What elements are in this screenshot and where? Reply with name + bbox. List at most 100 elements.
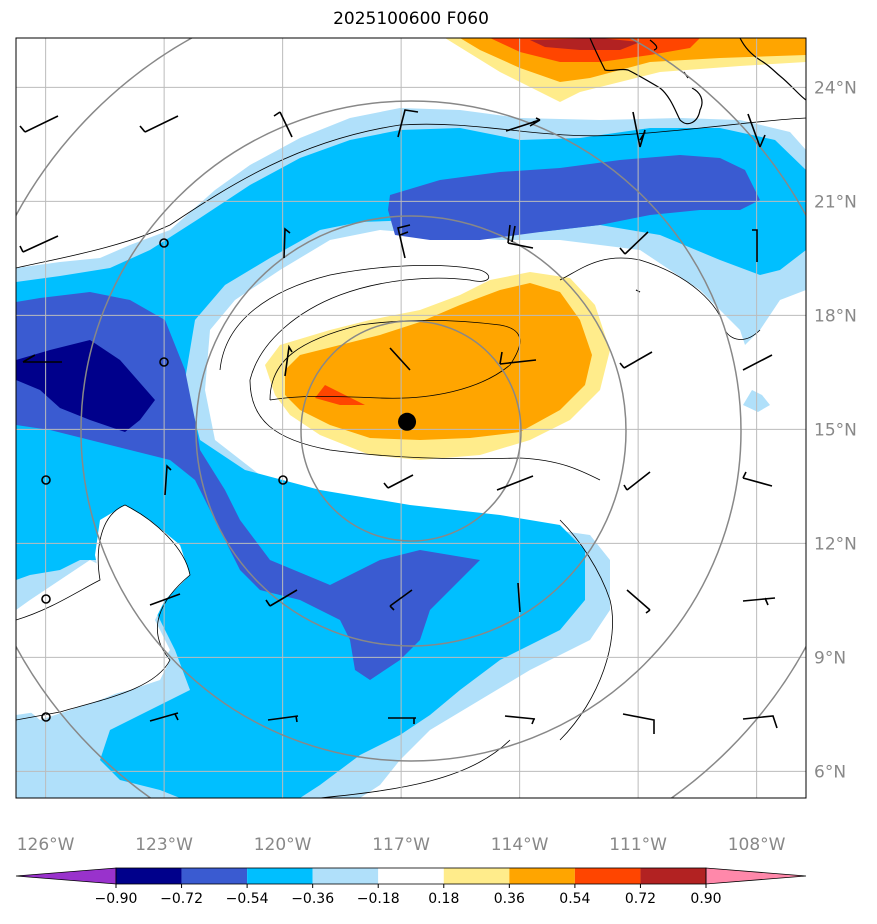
colorbar-frame <box>115 867 707 885</box>
wind-barb <box>283 227 291 259</box>
range-circle-inner <box>300 320 522 542</box>
colorbar-tick-label: −0.18 <box>357 891 400 907</box>
wind-barb <box>284 344 293 377</box>
lon-label: 123°W <box>135 835 193 855</box>
calm-marker <box>159 238 169 248</box>
colorbar-tick-label: −0.72 <box>160 891 203 907</box>
fill-orange <box>285 283 592 440</box>
calm-marker <box>278 475 288 485</box>
wind-barb <box>632 111 646 148</box>
lat-label: 21°N <box>814 192 857 212</box>
lat-label: 9°N <box>814 648 846 668</box>
colorbar-segment <box>181 868 248 884</box>
colorbar-segment <box>116 868 182 884</box>
lon-label: 111°W <box>609 835 667 855</box>
wind-barb <box>742 715 778 729</box>
colorbar-segment <box>640 868 706 884</box>
wind-barb <box>389 347 411 371</box>
wind-barb <box>22 354 62 363</box>
fill-dark-blue <box>16 340 155 432</box>
range-circles <box>16 38 806 798</box>
colorbar-tick-label: −0.90 <box>95 891 138 907</box>
storm-center-marker <box>398 412 417 431</box>
wind-barb <box>139 115 179 133</box>
lat-label: 24°N <box>814 78 857 98</box>
colorbar-segment <box>443 868 510 884</box>
range-circle-2 <box>195 215 627 647</box>
wind-barb <box>388 717 416 724</box>
contour-lines <box>16 117 806 798</box>
fill-royal-blue-north <box>388 155 760 240</box>
wind-barb <box>619 231 649 255</box>
colorbar-segment <box>509 868 575 884</box>
wind-barb <box>273 111 293 138</box>
fill-white-west <box>16 505 190 715</box>
wind-barb <box>507 224 534 249</box>
wind-barb <box>619 351 653 369</box>
wind-barb <box>496 475 534 491</box>
lon-label: 126°W <box>17 835 75 855</box>
lon-label: 117°W <box>372 835 430 855</box>
colorbar-tick-label: 0.54 <box>559 891 590 907</box>
lon-label: 108°W <box>728 835 786 855</box>
colorbar-tick-label: −0.36 <box>291 891 334 907</box>
fill-deep-sky <box>16 128 806 798</box>
longitude-labels: 126°W 123°W 120°W 117°W 114°W 111°W 108°W <box>17 835 786 855</box>
wind-barb <box>265 589 298 607</box>
wind-barb <box>747 113 766 148</box>
wind-barb <box>504 715 536 725</box>
fill-orange-red <box>315 385 365 405</box>
colorbar-tick-label: 0.36 <box>494 891 525 907</box>
calm-marker <box>41 594 51 604</box>
calm-marker <box>41 475 51 485</box>
wind-barb <box>397 224 411 259</box>
wind-barb <box>742 354 773 371</box>
colorbar-tick-label: 0.90 <box>690 891 721 907</box>
wind-barb <box>626 589 651 614</box>
wind-barb <box>267 715 299 723</box>
wind-barbs <box>19 109 778 734</box>
lat-label: 6°N <box>814 762 846 782</box>
map-title: 2025100600 F060 <box>333 9 489 29</box>
colorbar-segment <box>378 868 444 884</box>
colorbar-tick-label: 0.72 <box>625 891 656 907</box>
wind-barb <box>499 351 537 365</box>
lat-label: 15°N <box>814 420 857 440</box>
map-frame <box>15 37 807 799</box>
wind-barb <box>383 474 414 489</box>
wind-barb <box>19 235 59 253</box>
contour-fills <box>16 38 806 798</box>
fill-top-firebrick <box>530 38 640 50</box>
calm-marker <box>41 712 51 722</box>
calm-markers <box>41 238 288 722</box>
range-circle-3 <box>80 100 742 762</box>
wind-barb <box>505 117 541 132</box>
colorbar-tick-label: 0.18 <box>428 891 459 907</box>
wind-barb <box>389 589 413 611</box>
colorbar: −0.90 −0.72 −0.54 −0.36 −0.18 0.18 0.36 0.54 0.7… <box>15 867 807 907</box>
wind-barb <box>517 582 521 613</box>
colorbar-segment <box>312 868 379 884</box>
colorbar-extend-low <box>15 867 117 885</box>
colorbar-segment <box>574 868 641 884</box>
colorbar-segment <box>247 868 313 884</box>
lon-label: 114°W <box>491 835 549 855</box>
wind-barb <box>149 712 179 722</box>
lat-label: 12°N <box>814 534 857 554</box>
calm-marker <box>159 357 169 367</box>
latitude-labels: 6°N 9°N 12°N 15°N 18°N 21°N 24°N <box>814 78 857 782</box>
colorbar-tick-label: −0.54 <box>226 891 269 907</box>
lon-label: 120°W <box>254 835 312 855</box>
wind-barb <box>19 115 59 133</box>
lat-label: 18°N <box>814 306 857 326</box>
wind-barb <box>742 471 773 487</box>
wind-barb <box>164 464 172 496</box>
wind-barb <box>397 109 419 138</box>
wind-barb <box>149 593 181 606</box>
wind-barb <box>742 597 776 606</box>
wind-barb <box>622 713 655 734</box>
wind-barb <box>752 229 758 262</box>
wind-barb <box>623 471 651 491</box>
colorbar-extend-high <box>705 867 807 885</box>
